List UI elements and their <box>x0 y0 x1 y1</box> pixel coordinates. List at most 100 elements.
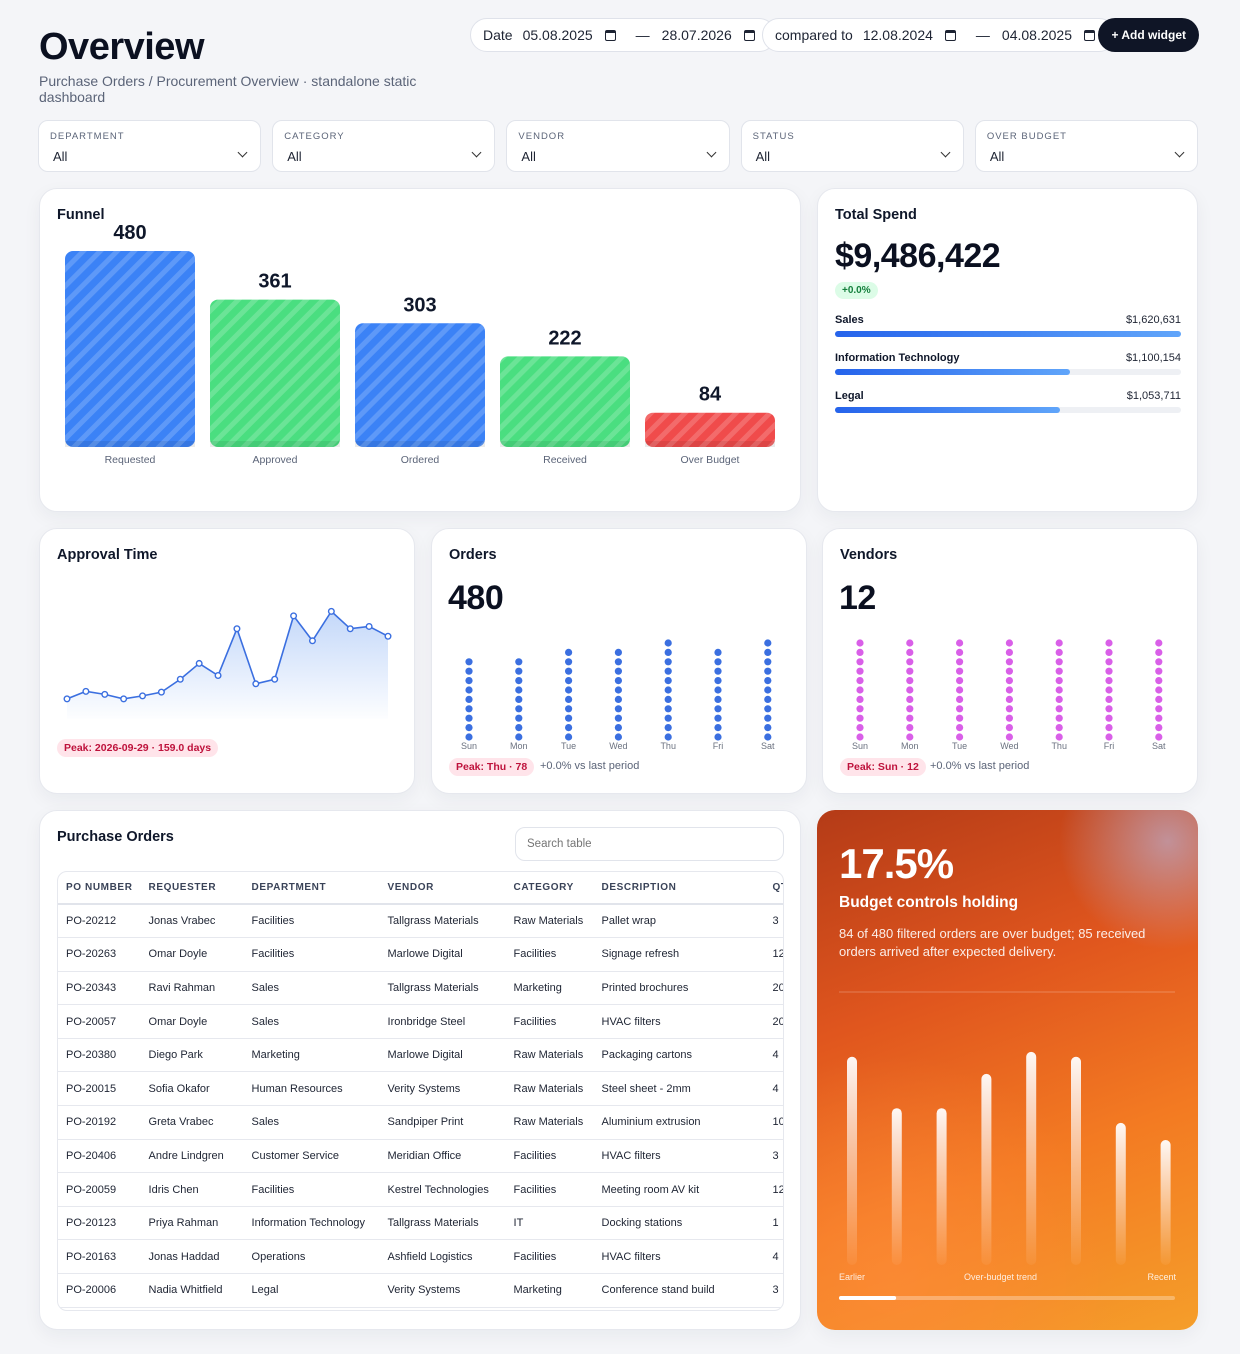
table-row[interactable]: PO-20015 Sofia Okafor Human Resources Verit… <box>58 1071 783 1107</box>
dot-mark <box>614 686 622 694</box>
date-from[interactable]: 05.08.2025 <box>522 27 593 43</box>
table-row[interactable]: PO-20212 Jonas Vrabec Facilities Tallgrass … <box>58 904 783 939</box>
calendar-icon[interactable] <box>604 29 616 41</box>
column-header[interactable]: REQUESTER <box>140 872 244 905</box>
table-row[interactable]: PO-20406 Andre Lindgren Customer Service Me… <box>58 1139 783 1174</box>
filter-status[interactable]: STATUS All <box>740 120 964 172</box>
table-cell: 12 <box>764 1172 783 1207</box>
approval-point[interactable] <box>327 607 335 615</box>
table-row[interactable]: PO-20123 Priya Rahman Information Technolo… <box>58 1206 783 1241</box>
approval-point[interactable] <box>271 675 279 683</box>
day-label: Sat <box>761 741 775 751</box>
day-label: Mon <box>901 741 919 751</box>
approval-point[interactable] <box>308 637 316 645</box>
funnel-bar[interactable] <box>500 356 630 447</box>
table-cell: PO-20212 <box>58 904 141 939</box>
dot-mark <box>1055 648 1063 656</box>
dot-mark <box>1155 695 1163 703</box>
funnel-bar-base <box>645 441 775 447</box>
approval-point[interactable] <box>252 680 260 688</box>
approval-point[interactable] <box>120 695 128 703</box>
table-row[interactable]: PO-20380 Diego Park Marketing Marlowe Digit… <box>58 1038 783 1073</box>
funnel-bar[interactable] <box>210 299 340 447</box>
column-header[interactable]: CATEGORY <box>505 872 594 905</box>
approval-point[interactable] <box>214 672 222 680</box>
approval-point[interactable] <box>101 690 109 698</box>
dot-mark <box>614 667 622 675</box>
table-row[interactable]: PO-20059 Idris Chen Facilities Kestrel Tech… <box>58 1172 783 1207</box>
table-row[interactable]: PO-20263 Omar Doyle Facilities Marlowe Digi… <box>58 937 783 972</box>
approval-point[interactable] <box>195 659 203 667</box>
calendar-icon[interactable] <box>1083 29 1095 41</box>
filter-over-budget[interactable]: OVER BUDGET All <box>974 120 1199 172</box>
calendar-icon[interactable] <box>743 29 755 41</box>
calendar-icon[interactable] <box>944 29 956 41</box>
dot-mark <box>465 667 473 675</box>
trend-bar <box>936 1108 947 1265</box>
peak-badge: Peak: 2026-09-29 · 159.0 days <box>57 739 219 757</box>
table-cell: Marlowe Digital <box>379 937 506 972</box>
table-cell: 4 <box>764 1071 783 1107</box>
dot-mark <box>515 733 523 741</box>
table-cell: 20 <box>764 1004 783 1039</box>
table-row[interactable]: PO-20163 Jonas Haddad Operations Ashfield L… <box>58 1239 783 1275</box>
table-row[interactable]: PO-20192 Greta Vrabec Sales Sandpiper Print… <box>58 1105 783 1140</box>
approval-point[interactable] <box>139 692 147 700</box>
approval-point[interactable] <box>82 687 90 695</box>
dot-mark <box>515 695 523 703</box>
trend-progress-fill[interactable] <box>839 1296 897 1300</box>
column-header[interactable]: VENDOR <box>379 872 506 905</box>
approval-point[interactable] <box>365 622 373 630</box>
table-cell: Priya Rahman <box>140 1206 244 1241</box>
approval-point[interactable] <box>290 612 298 620</box>
vendors-dot-chart: Sun Mon Tue Wed Thu Fri Sat <box>852 639 1166 751</box>
dot-mark <box>1105 686 1113 694</box>
funnel-bar[interactable] <box>645 412 775 447</box>
purchase-orders-card: Purchase Orders PO NUMBERREQUESTERDEPART… <box>39 810 801 1330</box>
filter-vendor[interactable]: VENDOR All <box>506 120 730 172</box>
vendors-title: Vendors <box>840 547 898 563</box>
spend-bar-track <box>835 369 1181 375</box>
dot-mark <box>956 677 964 685</box>
search-input[interactable] <box>515 827 784 861</box>
filter-label: STATUS <box>752 131 795 142</box>
date-to[interactable]: 28.07.2026 <box>661 27 732 43</box>
table-cell: Ravi Rahman <box>140 971 244 1006</box>
filter-category[interactable]: CATEGORY All <box>272 120 496 172</box>
table-row[interactable]: PO-20057 Omar Doyle Sales Ironbridge Steel F… <box>58 1004 783 1039</box>
dot-mark <box>664 639 672 647</box>
funnel-bar[interactable] <box>65 251 195 447</box>
filter-department[interactable]: DEPARTMENT All <box>38 120 262 172</box>
date-range-picker[interactable]: Date 05.08.2025 — 28.07.2026 <box>470 18 776 52</box>
approval-point[interactable] <box>63 695 71 703</box>
funnel-bar[interactable] <box>355 323 485 447</box>
dot-mark <box>614 724 622 732</box>
dot-mark <box>465 724 473 732</box>
dot-mark <box>1005 677 1013 685</box>
table-scroll-area[interactable]: PO NUMBER REQUESTER DEPARTMENT VENDOR CATEGO… <box>57 871 784 1311</box>
funnel-bar-base <box>355 441 485 447</box>
table-row[interactable]: PO-20343 Ravi Rahman Sales Tallgrass Materi… <box>58 971 783 1006</box>
approval-point[interactable] <box>157 688 165 696</box>
dot-mark <box>856 658 864 666</box>
table-row[interactable]: PO-20006 Nadia Whitfield Legal Verity Syste… <box>58 1273 783 1308</box>
compare-range-picker[interactable]: compared to 12.08.2024 — 04.08.2025 <box>762 18 1116 52</box>
spend-amount: $1,620,631 <box>1125 314 1181 326</box>
table-cell: Omar Doyle <box>140 1004 244 1039</box>
table-cell: Andre Lindgren <box>140 1139 244 1174</box>
approval-point[interactable] <box>346 625 354 633</box>
approval-point[interactable] <box>176 675 184 683</box>
column-header[interactable]: PO NUMBER <box>58 872 141 905</box>
compare-to[interactable]: 04.08.2025 <box>1001 27 1072 43</box>
column-header[interactable]: DEPARTMENT <box>243 872 380 905</box>
approval-point[interactable] <box>384 632 392 640</box>
table-cell: Information Technology <box>243 1206 380 1241</box>
trend-bar <box>1071 1056 1081 1265</box>
dot-mark <box>906 677 914 685</box>
column-header[interactable]: DESCRIPTION <box>593 872 765 905</box>
table-cell: Sales <box>243 1004 380 1039</box>
approval-point[interactable] <box>233 625 241 633</box>
compare-from[interactable]: 12.08.2024 <box>862 27 933 43</box>
column-header[interactable]: QTY <box>764 872 783 905</box>
add-widget-button[interactable]: + Add widget <box>1098 18 1199 52</box>
